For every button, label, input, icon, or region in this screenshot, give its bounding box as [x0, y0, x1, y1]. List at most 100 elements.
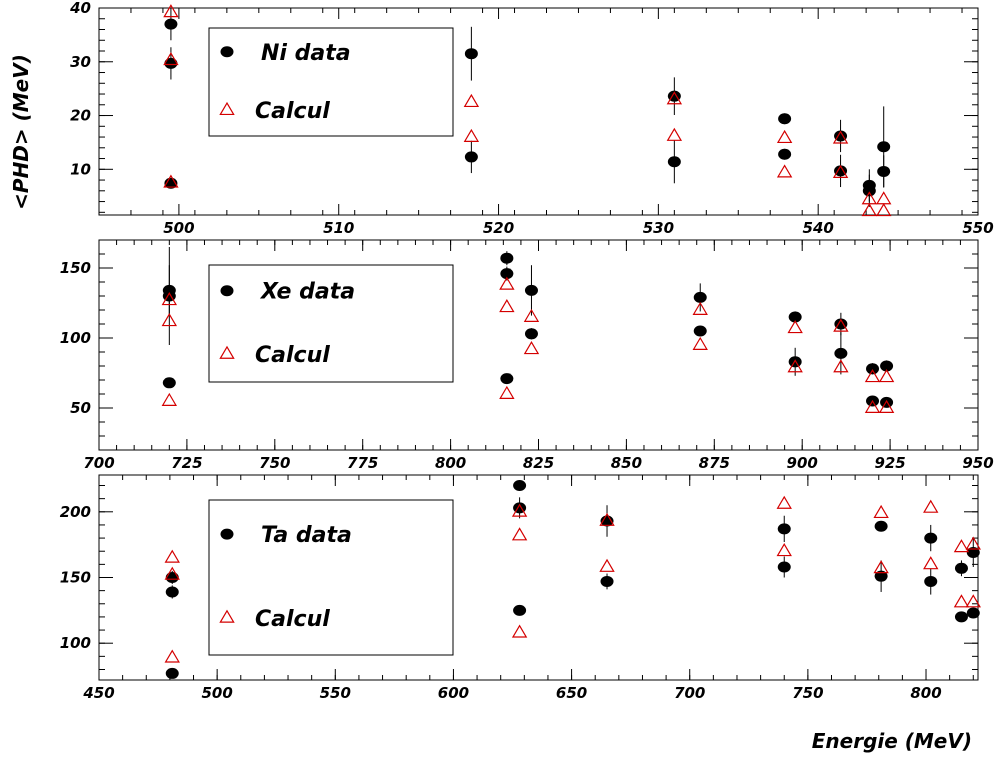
data-point: [524, 284, 538, 296]
data-point: [924, 575, 938, 587]
legend-calcul-marker: [219, 345, 235, 359]
data-point: [862, 185, 876, 197]
data-point: [778, 148, 792, 160]
data-point: [924, 532, 938, 544]
x-tick-label: 450: [82, 684, 114, 702]
legend-calcul-marker: [219, 609, 235, 623]
x-tick-label: 530: [643, 219, 674, 237]
calcul-point: [599, 558, 615, 572]
calcul-point: [873, 504, 889, 519]
data-point: [834, 165, 848, 177]
x-tick-label: 825: [523, 454, 554, 472]
calcul-point: [833, 359, 849, 373]
y-tick-label: 50: [70, 399, 91, 417]
calcul-point: [878, 399, 895, 413]
calcul-point: [787, 359, 803, 373]
y-tick-label: 30: [70, 53, 91, 71]
plot-frame: [98, 7, 979, 216]
x-tick-label: 550: [320, 684, 351, 702]
calcul-point: [965, 594, 981, 608]
legend-data-label: Xe data: [259, 280, 355, 305]
x-tick-label: 800: [910, 684, 941, 702]
x-tick-label: 750: [792, 684, 823, 702]
y-tick-label: 20: [70, 107, 91, 125]
legend-calcul-label: Calcul: [255, 343, 330, 368]
x-tick-label: 700: [83, 454, 114, 472]
calcul-point: [666, 91, 683, 105]
legend-calcul-label: Calcul: [255, 99, 330, 124]
calcul-point: [161, 313, 178, 327]
data-point: [464, 48, 478, 60]
y-tick-label: 10: [70, 160, 91, 178]
data-point: [165, 667, 179, 679]
calcul-point: [861, 203, 878, 217]
calcul-point: [499, 276, 515, 290]
y-tick-label: 150: [60, 569, 91, 587]
x-tick-label: 875: [699, 454, 730, 472]
legend-box: [208, 27, 454, 137]
data-point: [500, 268, 514, 280]
y-tick-label: 100: [60, 329, 91, 347]
calcul-point: [163, 4, 179, 18]
calcul-point: [463, 93, 480, 108]
calcul-point: [923, 556, 939, 570]
panel-3: 450 500 550 600 650 700 750 800 100 150 200 Ta data…: [60, 474, 981, 702]
x-tick-label: 500: [163, 219, 194, 237]
data-point: [164, 18, 178, 30]
legend-data-marker: [220, 285, 234, 297]
y-tick-label: 40: [69, 0, 91, 17]
data-point: [874, 570, 888, 582]
x-tick-label: 950: [962, 454, 993, 472]
data-point: [877, 141, 891, 153]
x-tick-label: 500: [201, 684, 232, 702]
calcul-point: [965, 536, 981, 550]
calcul-point: [832, 130, 849, 144]
data-point: [500, 373, 514, 385]
calcul-point: [873, 560, 889, 574]
data-point: [954, 611, 968, 623]
legend-calcul-marker: [219, 101, 235, 116]
calcul-point: [878, 369, 895, 383]
calcul-point: [692, 336, 708, 350]
data-point: [834, 347, 848, 359]
data-point: [500, 252, 514, 264]
calcul-point: [776, 164, 793, 178]
data-point: [966, 547, 980, 559]
calcul-series: [161, 276, 895, 413]
data-point: [834, 130, 848, 142]
x-tick-label: 650: [556, 684, 587, 702]
calcul-point: [953, 594, 970, 608]
data-point: [788, 356, 802, 368]
data-point: [165, 586, 179, 598]
calcul-point: [864, 399, 881, 413]
data-point: [165, 572, 179, 583]
legend-data-label: Ta data: [261, 523, 352, 548]
data-point: [693, 291, 707, 303]
data-point: [667, 156, 681, 168]
calcul-point: [864, 369, 881, 383]
calcul-point: [161, 392, 178, 406]
x-tick-label: 550: [962, 219, 993, 237]
x-tick-label: 900: [787, 454, 818, 472]
panel-2: 700 725 750 775 800 825 850 875 900 925 950 50 100 15…: [60, 239, 994, 472]
x-tick-label: 725: [171, 454, 202, 472]
x-tick-label: 925: [874, 454, 905, 472]
calcul-point: [499, 299, 515, 313]
data-point: [513, 480, 527, 492]
data-point: [464, 151, 478, 163]
y-tick-label: 150: [60, 259, 91, 277]
data-point: [600, 575, 614, 587]
data-point: [874, 520, 888, 532]
x-tick-label: 750: [259, 454, 290, 472]
calcul-point: [666, 127, 683, 141]
y-tick-label: 200: [60, 503, 91, 521]
legend-box: [208, 264, 454, 383]
calcul-point: [161, 292, 178, 306]
calcul-point: [953, 539, 970, 553]
data-point: [880, 360, 894, 372]
calcul-point: [511, 624, 528, 638]
calcul-point: [164, 566, 180, 580]
data-point: [834, 318, 848, 330]
